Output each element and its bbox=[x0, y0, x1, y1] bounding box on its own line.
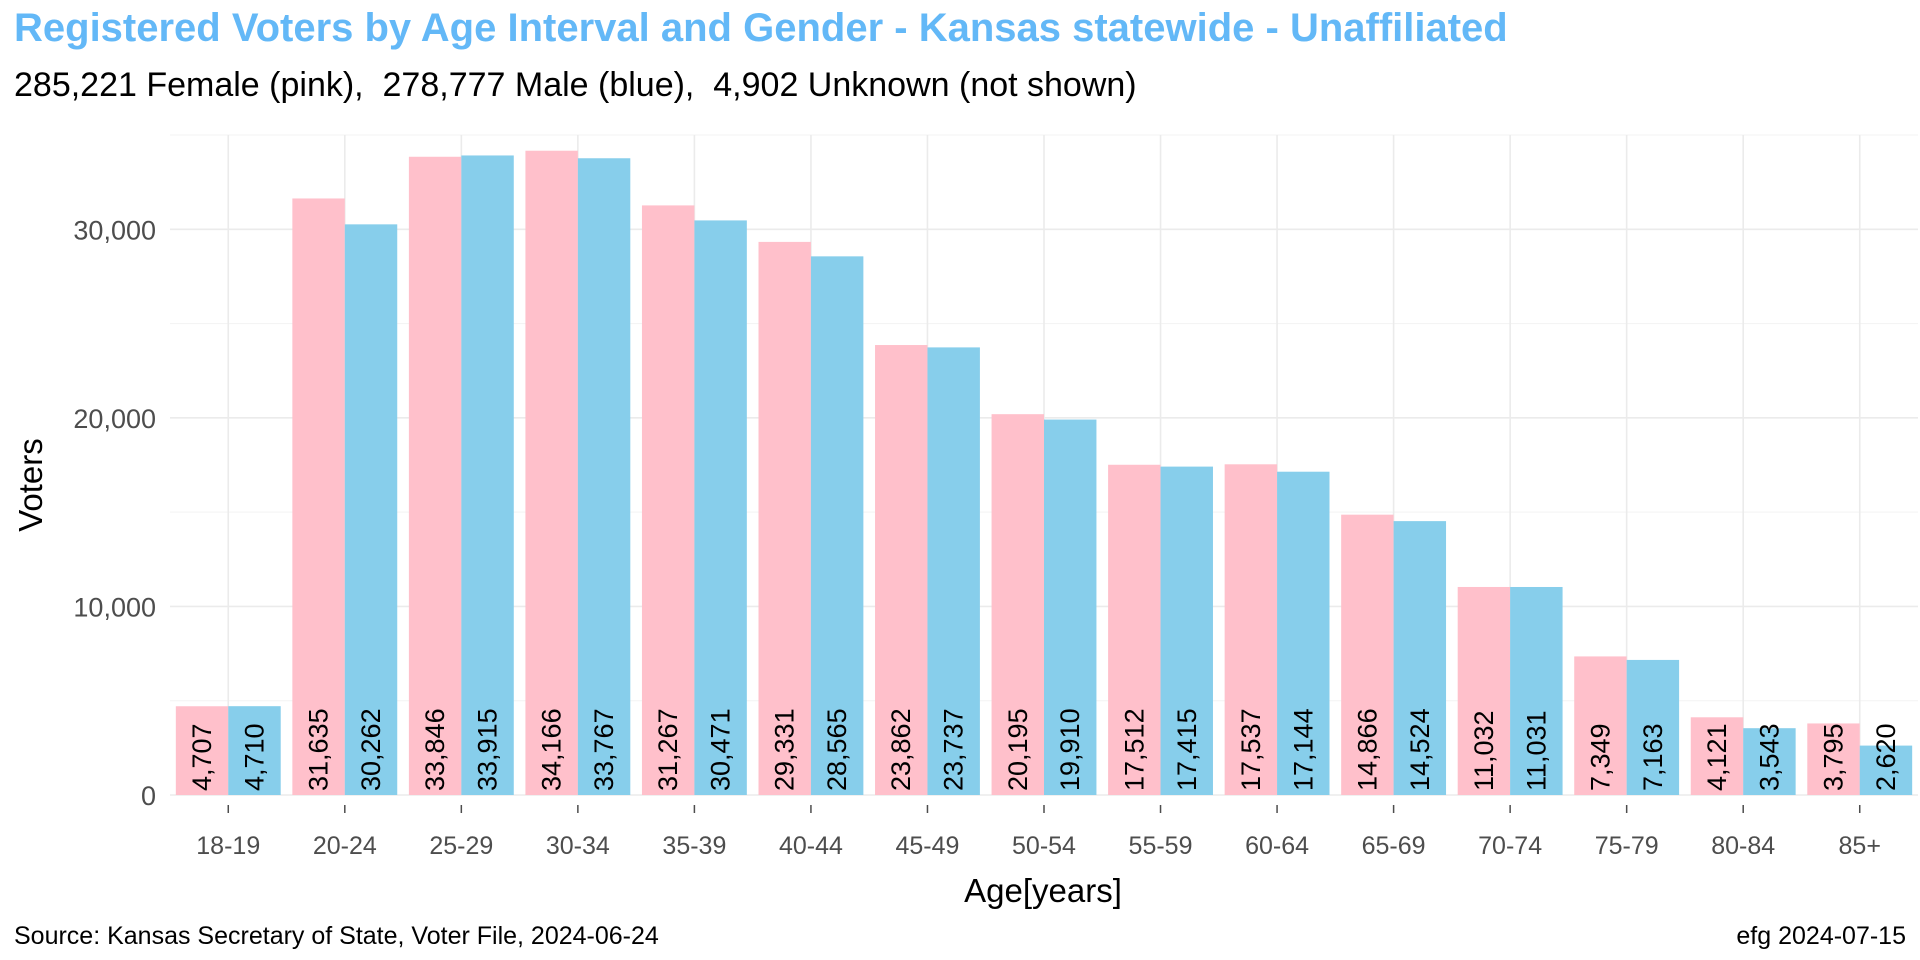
male-bar-30-34 bbox=[577, 158, 631, 795]
axis-layer: 0 10,000 20,000 30,000 18-19 20-24 25-29 30-34 3… bbox=[73, 215, 1881, 860]
male-bar-85+ bbox=[1859, 745, 1913, 795]
bar-label-layer: 4,707 4,710 31,635 30,262 33,846 33,915 34,166… bbox=[187, 708, 1901, 791]
x-tick-label-18-19: 18-19 bbox=[196, 832, 260, 860]
female-bar-85+ bbox=[1807, 723, 1860, 795]
female-value-label-65-69: 14,866 bbox=[1352, 708, 1382, 791]
female-value-label-20-24: 31,635 bbox=[304, 708, 334, 791]
female-value-label-50-54: 20,195 bbox=[1003, 708, 1033, 791]
male-bar-50-54 bbox=[1044, 419, 1097, 795]
chart-subtitle: 285,221 Female (pink), 278,777 Male (blu… bbox=[14, 66, 1137, 104]
male-value-label-65-69: 14,524 bbox=[1405, 708, 1435, 791]
male-bar-75-79 bbox=[1626, 659, 1680, 795]
female-value-label-35-39: 31,267 bbox=[653, 708, 683, 791]
bar-layer bbox=[175, 150, 1913, 796]
female-value-label-18-19: 4,707 bbox=[187, 723, 217, 791]
male-value-label-45-49: 23,737 bbox=[939, 708, 969, 791]
male-bar-25-29 bbox=[461, 155, 514, 795]
female-bar-65-69 bbox=[1341, 514, 1394, 795]
x-tick-label-80-84: 80-84 bbox=[1711, 832, 1775, 860]
female-value-label-60-64: 17,537 bbox=[1236, 708, 1266, 791]
female-value-label-70-74: 11,032 bbox=[1469, 710, 1499, 791]
male-bar-20-24 bbox=[344, 224, 398, 795]
female-bar-80-84 bbox=[1690, 717, 1744, 795]
male-value-label-50-54: 19,910 bbox=[1055, 708, 1085, 791]
male-bar-35-39 bbox=[694, 220, 747, 796]
male-value-label-60-64: 17,144 bbox=[1288, 708, 1318, 791]
male-bar-70-74 bbox=[1510, 586, 1563, 795]
x-tick-label-40-44: 40-44 bbox=[779, 832, 843, 860]
male-value-label-40-44: 28,565 bbox=[822, 708, 852, 791]
x-tick-label-50-54: 50-54 bbox=[1012, 832, 1076, 860]
female-value-label-40-44: 29,331 bbox=[770, 708, 800, 791]
female-bar-25-29 bbox=[408, 156, 462, 796]
x-axis-title: Age[years] bbox=[964, 872, 1122, 909]
male-bar-45-49 bbox=[927, 347, 980, 795]
female-value-label-75-79: 7,349 bbox=[1585, 723, 1615, 791]
male-value-label-75-79: 7,163 bbox=[1638, 723, 1668, 791]
male-bar-55-59 bbox=[1160, 466, 1213, 795]
male-bar-40-44 bbox=[810, 256, 864, 795]
female-value-label-80-84: 4,121 bbox=[1702, 723, 1732, 791]
male-value-label-30-34: 33,767 bbox=[589, 708, 619, 791]
male-bar-80-84 bbox=[1743, 728, 1796, 795]
y-tick-label: 10,000 bbox=[73, 592, 156, 622]
male-value-label-85+: 2,620 bbox=[1871, 723, 1901, 791]
female-bar-50-54 bbox=[991, 414, 1044, 795]
credit-caption: efg 2024-07-15 bbox=[1736, 922, 1906, 950]
female-value-label-55-59: 17,512 bbox=[1119, 708, 1149, 791]
y-tick-label: 20,000 bbox=[73, 404, 156, 434]
male-bar-65-69 bbox=[1393, 521, 1447, 795]
x-tick-label-85+: 85+ bbox=[1839, 832, 1881, 860]
chart-title: Registered Voters by Age Interval and Ge… bbox=[14, 6, 1508, 50]
x-tick-label-30-34: 30-34 bbox=[546, 832, 610, 860]
female-value-label-30-34: 34,166 bbox=[537, 708, 567, 791]
male-value-label-18-19: 4,710 bbox=[239, 723, 269, 791]
female-bar-75-79 bbox=[1574, 656, 1627, 795]
source-caption: Source: Kansas Secretary of State, Voter… bbox=[14, 922, 659, 950]
female-bar-60-64 bbox=[1224, 464, 1278, 795]
male-value-label-35-39: 30,471 bbox=[706, 708, 736, 791]
x-tick-label-75-79: 75-79 bbox=[1595, 832, 1659, 860]
x-tick-label-55-59: 55-59 bbox=[1129, 832, 1193, 860]
y-tick-label: 0 bbox=[141, 781, 156, 811]
female-bar-30-34 bbox=[525, 150, 578, 795]
x-tick-label-25-29: 25-29 bbox=[429, 832, 493, 860]
x-tick-label-65-69: 65-69 bbox=[1362, 832, 1426, 860]
female-bar-70-74 bbox=[1457, 586, 1511, 795]
male-value-label-25-29: 33,915 bbox=[473, 708, 503, 791]
female-bar-35-39 bbox=[641, 205, 695, 796]
x-tick-label-35-39: 35-39 bbox=[662, 832, 726, 860]
male-value-label-80-84: 3,543 bbox=[1754, 723, 1784, 791]
x-tick-label-20-24: 20-24 bbox=[313, 832, 377, 860]
female-bar-40-44 bbox=[758, 241, 811, 796]
female-bar-55-59 bbox=[1108, 464, 1161, 795]
female-bar-18-19 bbox=[175, 706, 229, 795]
female-value-label-25-29: 33,846 bbox=[420, 708, 450, 791]
x-tick-label-45-49: 45-49 bbox=[895, 832, 959, 860]
female-bar-45-49 bbox=[875, 345, 928, 795]
x-tick-label-70-74: 70-74 bbox=[1478, 832, 1542, 860]
y-axis-title: Voters bbox=[12, 438, 49, 532]
female-value-label-45-49: 23,862 bbox=[886, 708, 916, 791]
female-value-label-85+: 3,795 bbox=[1819, 723, 1849, 791]
male-value-label-20-24: 30,262 bbox=[356, 708, 386, 791]
male-bar-18-19 bbox=[228, 706, 281, 795]
female-bar-20-24 bbox=[292, 198, 345, 795]
x-tick-label-60-64: 60-64 bbox=[1245, 832, 1309, 860]
male-value-label-55-59: 17,415 bbox=[1172, 708, 1202, 791]
male-value-label-70-74: 11,031 bbox=[1521, 710, 1551, 791]
y-tick-label: 30,000 bbox=[73, 215, 156, 245]
male-bar-60-64 bbox=[1277, 471, 1330, 795]
